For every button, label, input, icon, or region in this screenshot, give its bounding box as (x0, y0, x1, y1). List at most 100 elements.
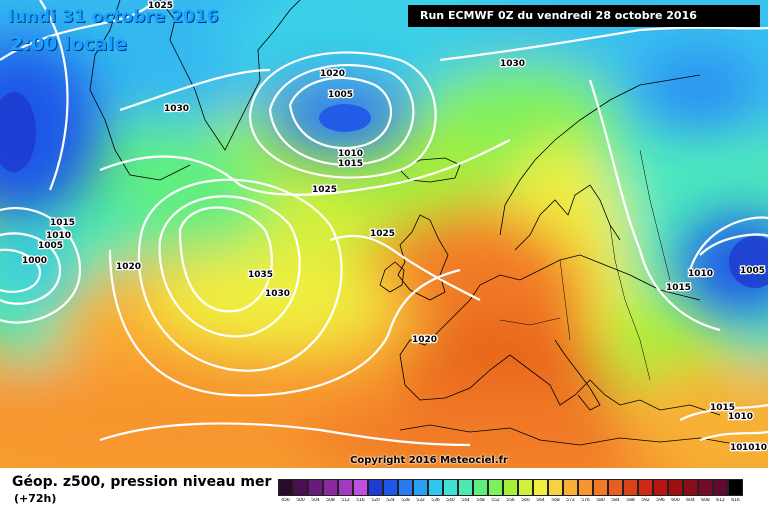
legend-level-label: 576 (581, 498, 590, 503)
isobar-label: 1010 (46, 231, 71, 241)
isobar-label: 1025 (148, 1, 173, 11)
legend-level-label: 588 (626, 498, 635, 503)
legend-swatch (683, 479, 698, 496)
legend-level-label: 604 (686, 498, 695, 503)
isobar-label: 1010 (338, 149, 363, 159)
isobar-line (288, 76, 393, 150)
isobar-line (99, 139, 511, 196)
legend-level-label: 608 (701, 498, 710, 503)
legend-swatch (698, 479, 713, 496)
lead-time: (+72h) (14, 492, 57, 505)
isobar-line (439, 26, 768, 62)
legend-level-label: 520 (371, 498, 380, 503)
legend-swatch (368, 479, 383, 496)
isobar-labels: 1025 1020 1005 1030 1030 1010 1015 1025 … (21, 0, 768, 454)
isobar-line (39, 0, 69, 191)
legend-swatch (503, 479, 518, 496)
isobar-label: 1020 (412, 335, 437, 345)
legend-level-label: 580 (596, 498, 605, 503)
isobar-line (699, 430, 768, 442)
isobar-line (99, 422, 471, 447)
isobar-label: 1030 (500, 59, 525, 69)
forecast-date: lundi 31 octobre 2016 (8, 7, 219, 27)
legend-level-label: 532 (416, 498, 425, 503)
isobar-label: 1025 (370, 229, 395, 239)
legend-swatch (473, 479, 488, 496)
isobar-label: 1005 (38, 241, 63, 251)
legend-swatch (413, 479, 428, 496)
isobar-label: 1020 (116, 262, 141, 272)
isobar-label: 1000 (22, 256, 47, 266)
legend-level-label: 540 (446, 498, 455, 503)
legend-swatch (338, 479, 353, 496)
legend-level-label: 596 (656, 498, 665, 503)
legend-level-label: 548 (476, 498, 485, 503)
legend-level-label: 500 (296, 498, 305, 503)
isobar-line (329, 235, 481, 301)
isobars (0, 0, 768, 447)
isobar-label: 1005 (740, 266, 765, 276)
isobar-line (679, 403, 768, 421)
legend-level-label: 556 (506, 498, 515, 503)
legend-level-label: 560 (521, 498, 530, 503)
legend-swatch (518, 479, 533, 496)
isobar-label: 1010 (728, 412, 753, 422)
legend-swatch (428, 479, 443, 496)
legend-swatch (443, 479, 458, 496)
legend-swatch (728, 479, 743, 496)
legend-area: Géop. z500, pression niveau mer (+72h) 4… (0, 468, 768, 512)
isobar-line (688, 216, 768, 271)
legend-swatch (623, 479, 638, 496)
legend-level-label: 612 (716, 498, 725, 503)
isobar-line (0, 207, 82, 324)
color-scale-labels: 456 500 504 508 512 516 520 524 528 532 536 540 544 5… (278, 498, 743, 503)
legend-level-label: 584 (611, 498, 620, 503)
isobar-label: 1015 (666, 283, 691, 293)
field-title: Géop. z500, pression niveau mer (12, 474, 272, 490)
legend-swatch (548, 479, 563, 496)
legend-level-label: 552 (491, 498, 500, 503)
isobar-line (248, 51, 437, 179)
legend-swatch (353, 479, 368, 496)
legend-swatch (308, 479, 323, 496)
isobar-line (268, 64, 415, 167)
isobar-label: 1030 (164, 104, 189, 114)
isobar-label: 1005 (328, 90, 353, 100)
legend-swatch (578, 479, 593, 496)
isobar-label: 1015 (730, 443, 755, 453)
legend-level-label: 600 (671, 498, 680, 503)
isobar-line (137, 178, 343, 372)
isobar-line (0, 4, 151, 61)
legend-swatch (458, 479, 473, 496)
legend-level-label: 616 (731, 498, 740, 503)
isobar-label: 1015 (710, 403, 735, 413)
legend-swatch (608, 479, 623, 496)
legend-level-label: 536 (431, 498, 440, 503)
isobar-line (178, 206, 273, 313)
legend-level-label: 564 (536, 498, 545, 503)
isobar-line (119, 68, 271, 112)
legend-swatch (323, 479, 338, 496)
map-canvas: 1025 1020 1005 1030 1030 1010 1015 1025 … (0, 0, 768, 468)
legend-level-label: 508 (326, 498, 335, 503)
run-info: Run ECMWF 0Z du vendredi 28 octobre 2016 (408, 5, 760, 27)
legend-level-label: 524 (386, 498, 395, 503)
legend-level-label: 568 (551, 498, 560, 503)
isobar-label: 1010 (742, 443, 767, 453)
legend-swatch (713, 479, 728, 496)
isobar-line (699, 233, 768, 256)
legend-level-label: 572 (566, 498, 575, 503)
isobar-label: 1025 (312, 185, 337, 195)
coastlines (89, 0, 741, 446)
isobar-label: 1035 (248, 270, 273, 280)
isobar-label: 1010 (688, 269, 713, 279)
legend-swatch (293, 479, 308, 496)
legend-level-label: 512 (341, 498, 350, 503)
isobar-line (108, 249, 461, 397)
legend-swatch (488, 479, 503, 496)
isobar-line (588, 79, 721, 332)
legend-swatch (638, 479, 653, 496)
legend-level-label: 544 (461, 498, 470, 503)
legend-level-label: 504 (311, 498, 320, 503)
